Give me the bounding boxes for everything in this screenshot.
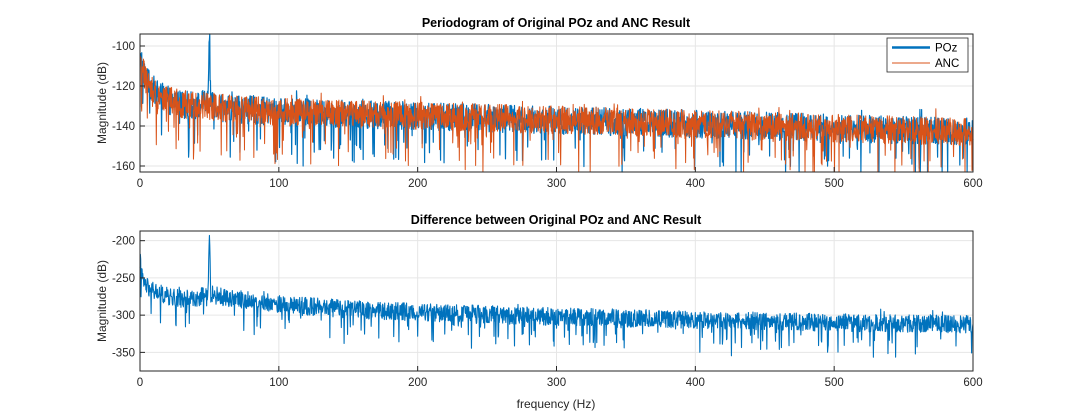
x-tick-label: 400 — [686, 377, 705, 389]
chart-title: Difference between Original POz and ANC … — [411, 213, 702, 227]
y-tick-label: -120 — [112, 81, 135, 93]
x-axis-label: frequency (Hz) — [517, 397, 596, 411]
x-tick-label: 100 — [269, 377, 288, 389]
x-tick-label: 600 — [963, 377, 982, 389]
y-axis-label: Magnitude (dB) — [95, 260, 109, 342]
y-tick-label: -100 — [112, 41, 135, 53]
series-group — [139, 234, 974, 358]
y-tick-label: -250 — [112, 273, 135, 285]
y-tick-label: -140 — [112, 121, 135, 133]
legend-box — [886, 37, 969, 73]
x-tick-label: 0 — [137, 178, 143, 190]
x-tick-label: 600 — [963, 178, 982, 190]
x-tick-label: 400 — [686, 178, 705, 190]
periodogram-axes: 0 100 200 300 400 500 600 -160 -140 -120 -100 Peri… — [95, 16, 983, 190]
x-tick-label: 0 — [137, 377, 143, 389]
axes-box — [139, 230, 974, 372]
series-group — [139, 33, 974, 173]
ticks: 0 100 200 300 400 500 600 -350 -300 -250 -200 — [112, 236, 983, 389]
x-tick-label: 200 — [408, 377, 427, 389]
y-tick-label: -200 — [112, 236, 135, 248]
y-tick-label: -160 — [112, 161, 135, 173]
ticks: 0 100 200 300 400 500 600 -160 -140 -120 -100 — [112, 41, 983, 190]
legend: POz ANC — [886, 37, 969, 73]
x-tick-label: 300 — [547, 377, 566, 389]
x-tick-label: 200 — [408, 178, 427, 190]
legend-label-poz: POz — [935, 43, 958, 55]
x-tick-label: 500 — [825, 178, 844, 190]
x-tick-label: 100 — [269, 178, 288, 190]
series-line-anc — [139, 55, 974, 173]
series-line — [139, 234, 974, 358]
axes-box — [139, 33, 974, 173]
x-tick-label: 300 — [547, 178, 566, 190]
legend-label-anc: ANC — [935, 58, 959, 70]
y-tick-label: -350 — [112, 347, 135, 359]
difference-axes: 0 100 200 300 400 500 600 -350 -300 -250 -200 Diff… — [95, 213, 983, 411]
y-tick-label: -300 — [112, 310, 135, 322]
x-tick-label: 500 — [825, 377, 844, 389]
y-axis-label: Magnitude (dB) — [95, 62, 109, 144]
chart-title: Periodogram of Original POz and ANC Resu… — [422, 16, 691, 30]
